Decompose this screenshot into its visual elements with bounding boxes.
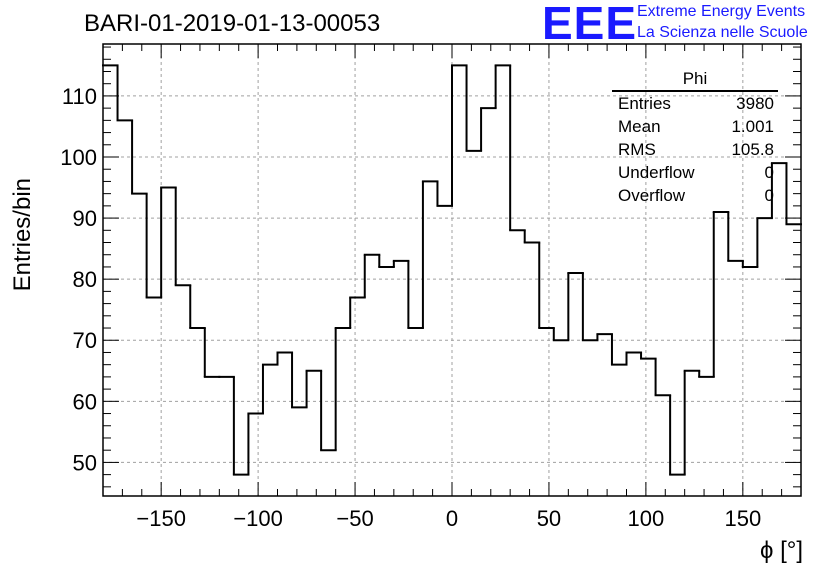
stats-row-overflow: Overflow 0	[610, 184, 778, 207]
x-tick-label: −100	[233, 506, 283, 531]
y-tick-label: 80	[73, 267, 97, 292]
y-axis-label: Entries/bin	[9, 178, 36, 291]
y-tick-label: 50	[73, 450, 97, 475]
x-tick-label: 100	[628, 506, 665, 531]
y-tick-label: 60	[73, 389, 97, 414]
y-tick-label: 70	[73, 328, 97, 353]
tick-marks	[103, 44, 801, 496]
stats-row-entries: Entries 3980	[610, 92, 778, 115]
stats-row-mean: Mean 1.001	[610, 115, 778, 138]
chart-title: BARI-01-2019-01-13-00053	[84, 10, 381, 37]
stats-value: 1.001	[731, 117, 774, 136]
y-tick-label: 110	[62, 84, 97, 109]
stats-value: 3980	[736, 94, 774, 113]
stats-box: Phi Entries 3980 Mean 1.001 RMS 105.8 Un…	[610, 68, 778, 207]
logo-line-1: Extreme Energy Events	[637, 3, 806, 20]
tick-labels: −150 −100 −50 0 50 100 150 50 60 70 80 90 100 110	[60, 84, 761, 531]
stats-label: Overflow	[618, 186, 686, 205]
x-tick-label: 50	[537, 506, 561, 531]
stats-row-underflow: Underflow 0	[610, 161, 778, 184]
stats-value: 0	[764, 163, 774, 182]
x-axis-label: ϕ [°]	[760, 537, 803, 564]
histogram-bins	[102, 64, 802, 476]
x-tick-label: −50	[336, 506, 373, 531]
stats-label: Mean	[618, 117, 661, 136]
stats-row-rms: RMS 105.8	[610, 138, 778, 161]
logo-line-2: La Scienza nelle Scuole	[637, 24, 808, 41]
stats-label: Underflow	[618, 163, 695, 182]
stats-title: Phi	[612, 68, 778, 92]
x-tick-label: 150	[724, 506, 761, 531]
stats-value: 105.8	[731, 140, 774, 159]
y-tick-label: 100	[60, 145, 97, 170]
x-tick-label: 0	[446, 506, 458, 531]
stats-value: 0	[764, 186, 774, 205]
y-tick-label: 90	[73, 206, 97, 231]
stats-label: Entries	[618, 94, 671, 113]
eee-logo: EEE	[542, 0, 638, 49]
x-tick-label: −150	[136, 506, 186, 531]
stats-label: RMS	[618, 140, 656, 159]
